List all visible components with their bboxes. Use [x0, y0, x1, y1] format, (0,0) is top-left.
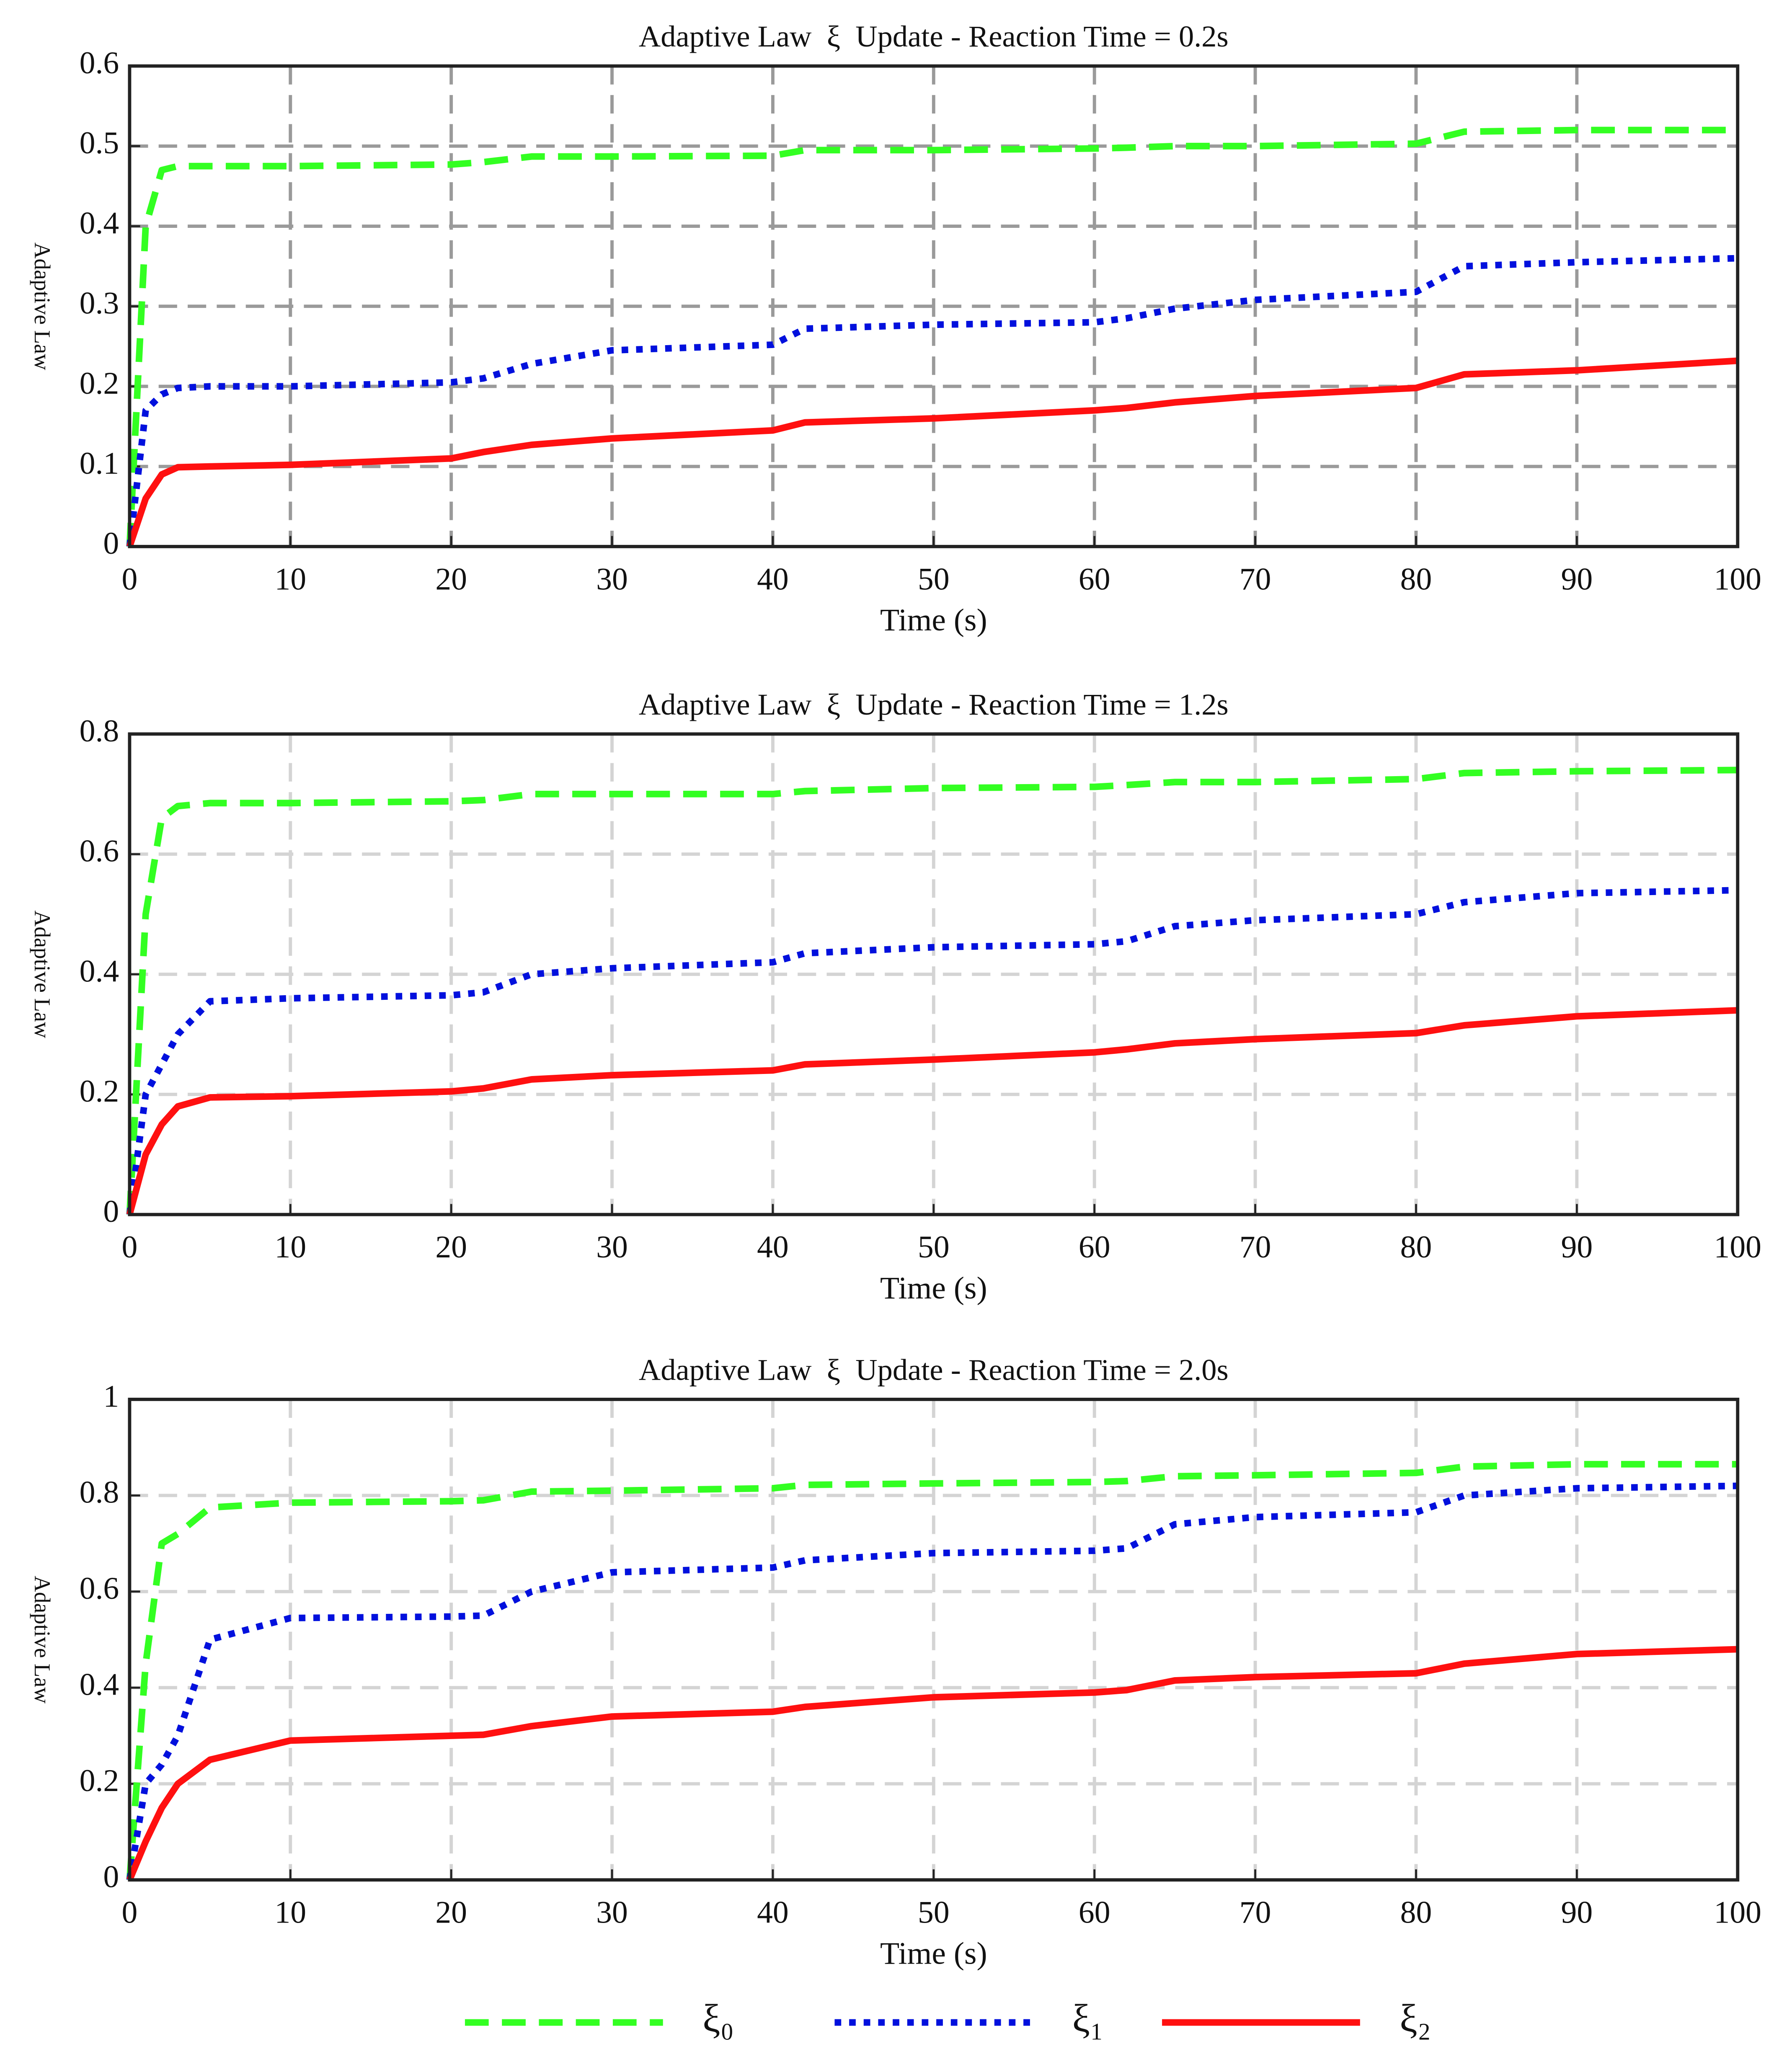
x-axis-label: Time (s): [880, 1271, 987, 1306]
y-tick-label: 0: [103, 1860, 119, 1894]
x-tick-label: 10: [274, 1230, 306, 1265]
y-tick-label: 1: [103, 1379, 119, 1414]
series-line: [126, 1461, 1738, 1880]
y-tick-label: 0: [103, 1194, 119, 1229]
series-line: [126, 255, 1738, 547]
y-axis-label: Adaptive Law: [30, 1576, 55, 1703]
x-tick-label: 70: [1239, 1230, 1271, 1265]
series-line: [126, 767, 1738, 1215]
x-tick-label: 70: [1239, 562, 1271, 596]
x-tick-label: 50: [918, 1230, 950, 1265]
series-line: [126, 1007, 1738, 1216]
x-tick-label: 50: [918, 562, 950, 596]
y-axis-label: Adaptive Law: [30, 911, 55, 1038]
y-tick-label: 0.2: [80, 1074, 119, 1109]
x-axis-label: Time (s): [880, 603, 987, 638]
y-tick-label: 0.2: [80, 1763, 119, 1798]
y-tick-label: 0.8: [80, 714, 119, 749]
x-tick-label: 60: [1079, 562, 1110, 596]
x-tick-label: 80: [1400, 1230, 1432, 1265]
y-tick-label: 0.4: [80, 954, 119, 989]
x-tick-label: 100: [1714, 562, 1761, 596]
x-tick-label: 30: [596, 1230, 628, 1265]
x-tick-label: 10: [274, 1895, 306, 1930]
series-line: [126, 887, 1738, 1215]
legend-label: ξ₀: [702, 1997, 734, 2040]
x-tick-label: 90: [1561, 1230, 1593, 1265]
y-axis-label: Adaptive Law: [30, 243, 55, 370]
y-tick-label: 0.4: [80, 1667, 119, 1702]
x-tick-label: 20: [435, 562, 467, 596]
plot-frame: [128, 64, 1740, 548]
x-tick-label: 30: [596, 1895, 628, 1930]
x-tick-label: 80: [1400, 562, 1432, 596]
x-tick-label: 0: [121, 1230, 137, 1265]
x-tick-label: 100: [1714, 1895, 1761, 1930]
x-tick-label: 0: [121, 562, 137, 596]
x-tick-label: 40: [757, 1230, 789, 1265]
x-tick-label: 30: [596, 562, 628, 596]
y-tick-label: 0.4: [80, 206, 119, 240]
y-tick-label: 0.2: [80, 366, 119, 401]
x-tick-label: 40: [757, 1895, 789, 1930]
y-tick-label: 0.8: [80, 1475, 119, 1510]
y-tick-label: 0.6: [80, 1571, 119, 1606]
x-tick-label: 0: [121, 1895, 137, 1930]
x-tick-label: 50: [918, 1895, 950, 1930]
y-tick-label: 0: [103, 526, 119, 561]
x-tick-label: 10: [274, 562, 306, 596]
series-line: [126, 1482, 1738, 1881]
x-tick-label: 100: [1714, 1230, 1761, 1265]
plot-frame: [128, 1397, 1740, 1882]
y-tick-label: 0.3: [80, 286, 119, 321]
y-tick-label: 0.5: [80, 126, 119, 160]
x-tick-label: 70: [1239, 1895, 1271, 1930]
x-tick-label: 40: [757, 562, 789, 596]
x-axis-label: Time (s): [880, 1936, 987, 1971]
y-tick-label: 0.6: [80, 46, 119, 80]
chart-title: Adaptive Law ξ Update - Reaction Time = …: [639, 687, 1229, 721]
legend-label: ξ₁: [1072, 1997, 1104, 2040]
series-line: [127, 1646, 1738, 1882]
x-tick-label: 60: [1079, 1895, 1110, 1930]
x-tick-label: 60: [1079, 1230, 1110, 1265]
x-tick-label: 20: [435, 1230, 467, 1265]
x-tick-label: 20: [435, 1895, 467, 1930]
x-tick-label: 90: [1561, 1895, 1593, 1930]
y-tick-label: 0.1: [80, 446, 119, 481]
chart-title: Adaptive Law ξ Update - Reaction Time = …: [639, 1352, 1229, 1386]
plot-frame: [128, 732, 1740, 1216]
y-tick-label: 0.6: [80, 834, 119, 869]
series-line: [126, 357, 1738, 548]
chart-title: Adaptive Law ξ Update - Reaction Time = …: [639, 19, 1229, 53]
x-tick-label: 80: [1400, 1895, 1432, 1930]
x-tick-label: 90: [1561, 562, 1593, 596]
legend-label: ξ₂: [1400, 1997, 1431, 2040]
